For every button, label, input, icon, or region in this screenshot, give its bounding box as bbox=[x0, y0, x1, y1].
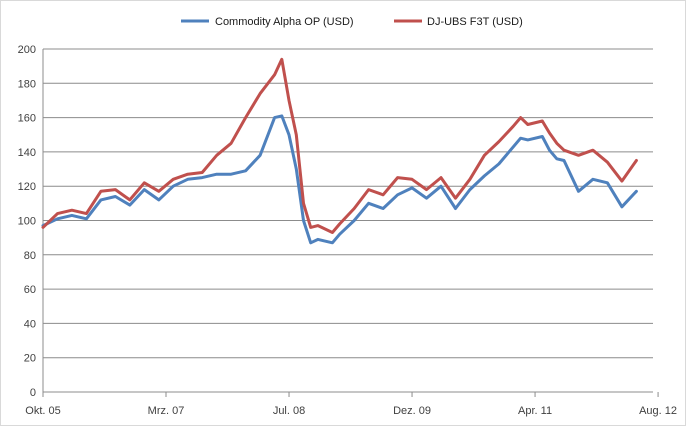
x-tick-label: Jul. 08 bbox=[273, 405, 305, 417]
series-line-1 bbox=[41, 114, 638, 245]
y-tick-label: 60 bbox=[24, 284, 36, 296]
series-line-2 bbox=[41, 57, 638, 234]
legend: Commodity Alpha OP (USD) DJ-UBS F3T (USD) bbox=[181, 16, 523, 28]
y-tick-label: 180 bbox=[18, 78, 36, 90]
x-tick-label: Dez. 09 bbox=[393, 405, 431, 417]
y-tick-label: 160 bbox=[18, 113, 36, 125]
y-tick-label: 100 bbox=[18, 216, 36, 228]
series-lines bbox=[41, 57, 638, 245]
y-tick-label: 20 bbox=[24, 353, 36, 365]
x-tick-label: Aug. 12 bbox=[639, 405, 677, 417]
legend-label-2: DJ-UBS F3T (USD) bbox=[427, 16, 523, 28]
gridlines bbox=[43, 48, 653, 359]
y-tick-label: 200 bbox=[18, 44, 36, 56]
y-tick-label: 0 bbox=[30, 387, 36, 399]
legend-label-1: Commodity Alpha OP (USD) bbox=[215, 16, 354, 28]
x-tick-label: Mrz. 07 bbox=[148, 405, 185, 417]
x-tick-label: Okt. 05 bbox=[25, 405, 60, 417]
y-tick-label: 40 bbox=[24, 318, 36, 330]
axes: 0 20 40 60 80 100 120 140 160 180 200 Okt. 05 Mrz. 0… bbox=[18, 44, 677, 417]
y-tick-label: 120 bbox=[18, 181, 36, 193]
x-tick-label: Apr. 11 bbox=[518, 405, 552, 417]
y-tick-label: 80 bbox=[24, 250, 36, 262]
y-tick-label: 140 bbox=[18, 147, 36, 159]
